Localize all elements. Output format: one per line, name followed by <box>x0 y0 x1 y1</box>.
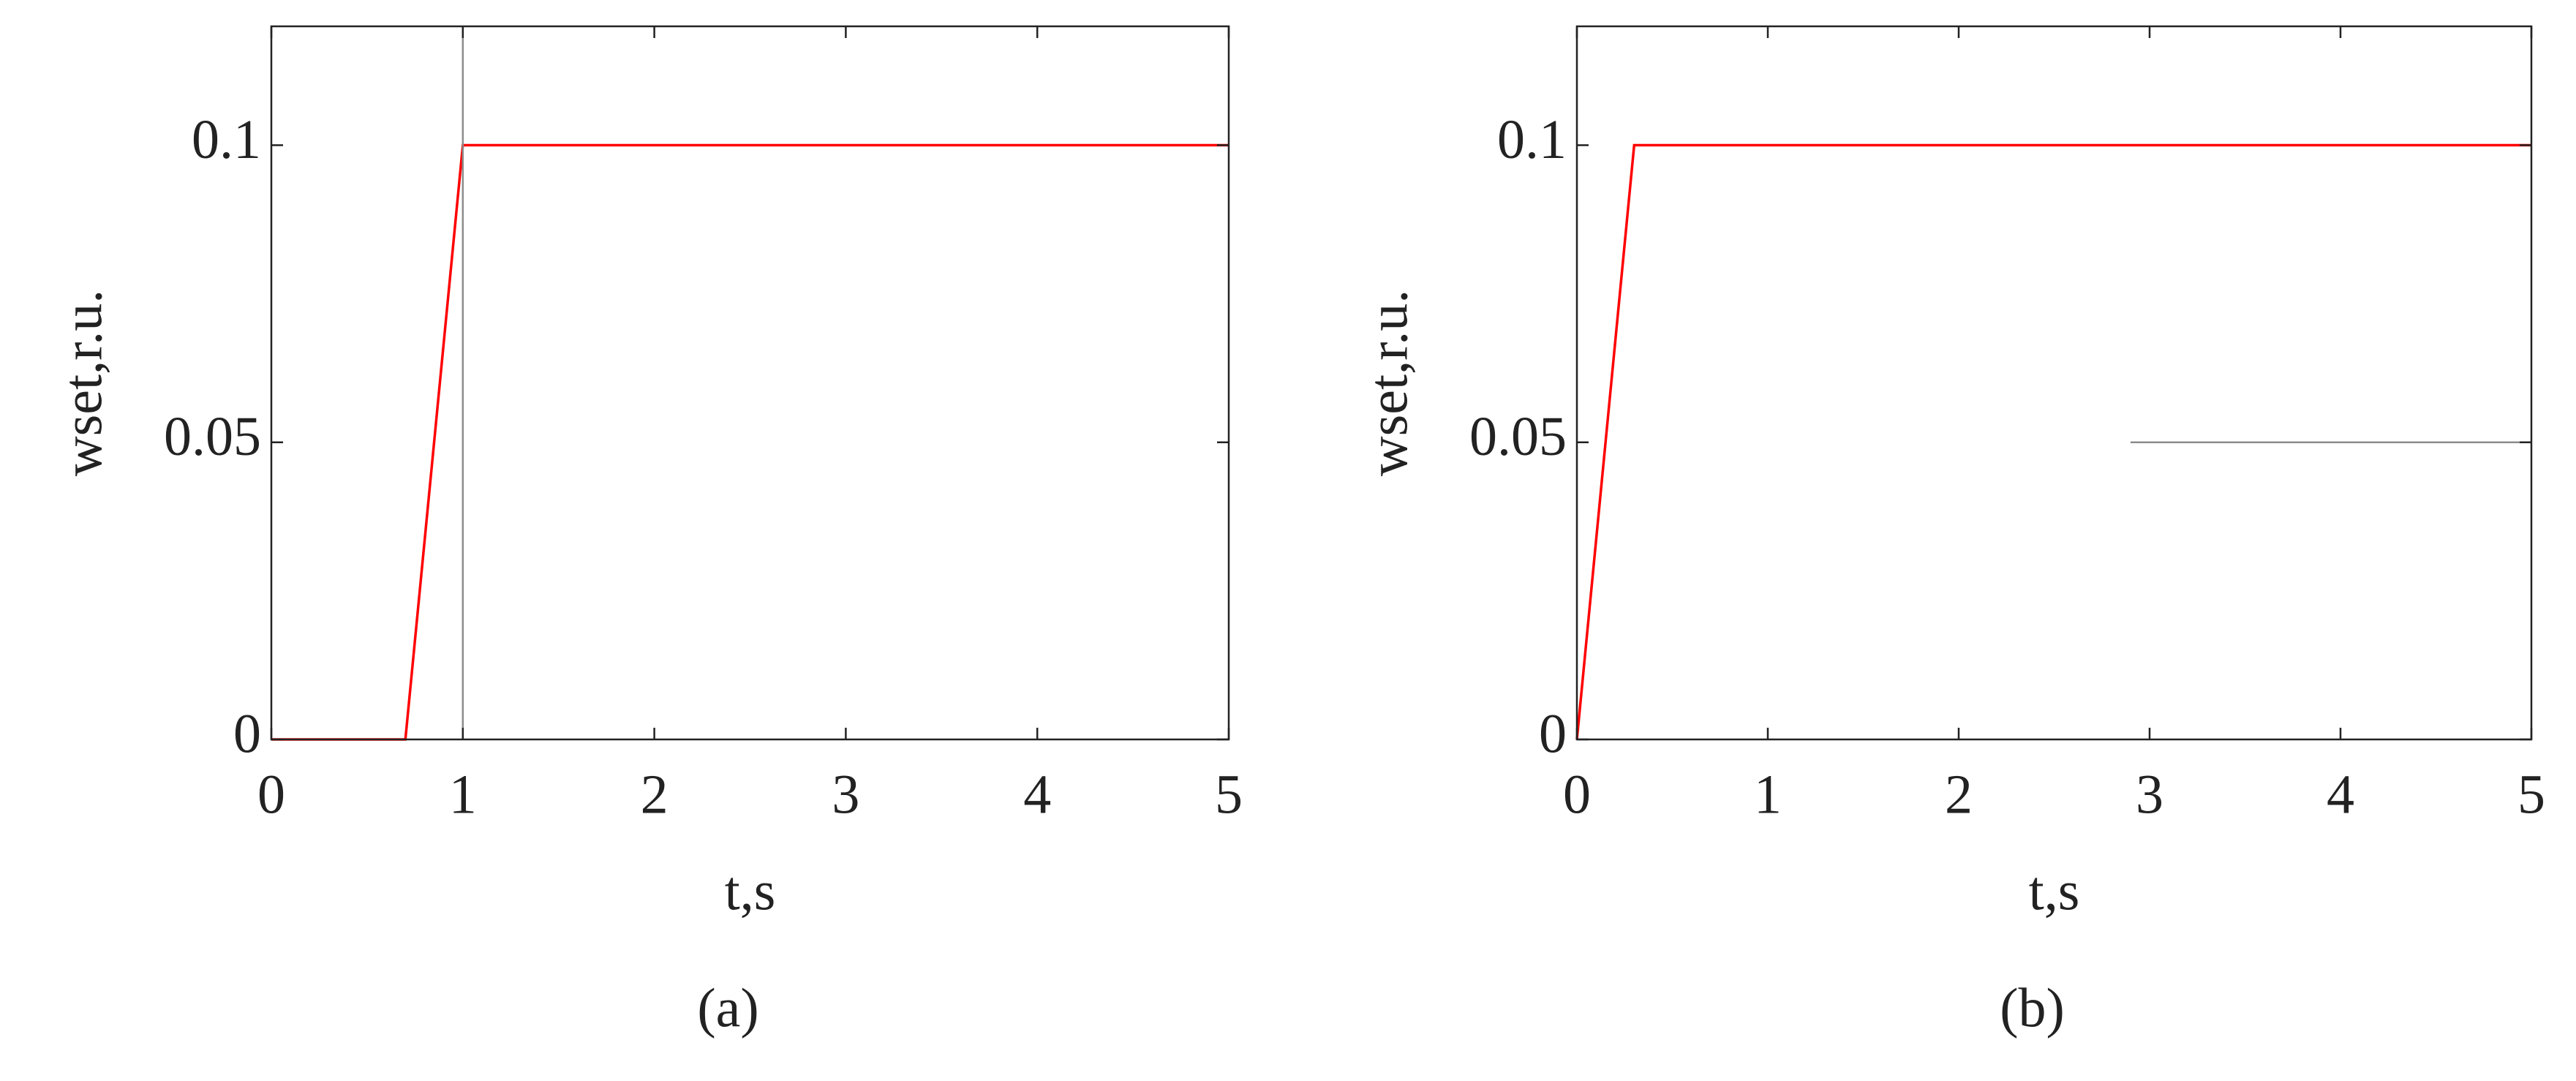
y-axis-label: wset,r.u. <box>1357 290 1419 476</box>
y-tick-label: 0 <box>1539 703 1567 764</box>
x-tick-label: 5 <box>2517 764 2545 825</box>
data-line <box>271 143 1229 741</box>
plot-frame <box>1575 25 2533 741</box>
y-axis-label: wset,r.u. <box>52 290 113 476</box>
x-tick-label: 2 <box>1945 764 1973 825</box>
y-tick-label: 0.1 <box>1497 109 1567 170</box>
plot-frame <box>270 25 1230 741</box>
caption: (b) <box>2000 977 2065 1039</box>
data-line <box>1575 143 2531 740</box>
x-tick-label: 3 <box>2136 764 2163 825</box>
x-tick-label: 2 <box>641 764 669 825</box>
x-axis-label: t,s <box>2029 860 2080 922</box>
x-tick-label: 4 <box>1023 764 1051 825</box>
x-tick-label: 3 <box>832 764 859 825</box>
y-tick-label: 0.05 <box>1469 406 1567 467</box>
x-tick-label: 1 <box>1754 764 1782 825</box>
y-tick-label: 0.05 <box>164 406 261 467</box>
y-tick-label: 0.1 <box>192 109 261 170</box>
x-tick-label: 0 <box>257 764 285 825</box>
caption: (a) <box>697 977 758 1039</box>
x-tick-label: 0 <box>1563 764 1591 825</box>
x-tick-label: 1 <box>449 764 477 825</box>
x-tick-label: 4 <box>2327 764 2354 825</box>
x-tick-label: 5 <box>1215 764 1243 825</box>
y-tick-label: 0 <box>233 703 261 764</box>
x-axis-label: t,s <box>725 860 776 922</box>
